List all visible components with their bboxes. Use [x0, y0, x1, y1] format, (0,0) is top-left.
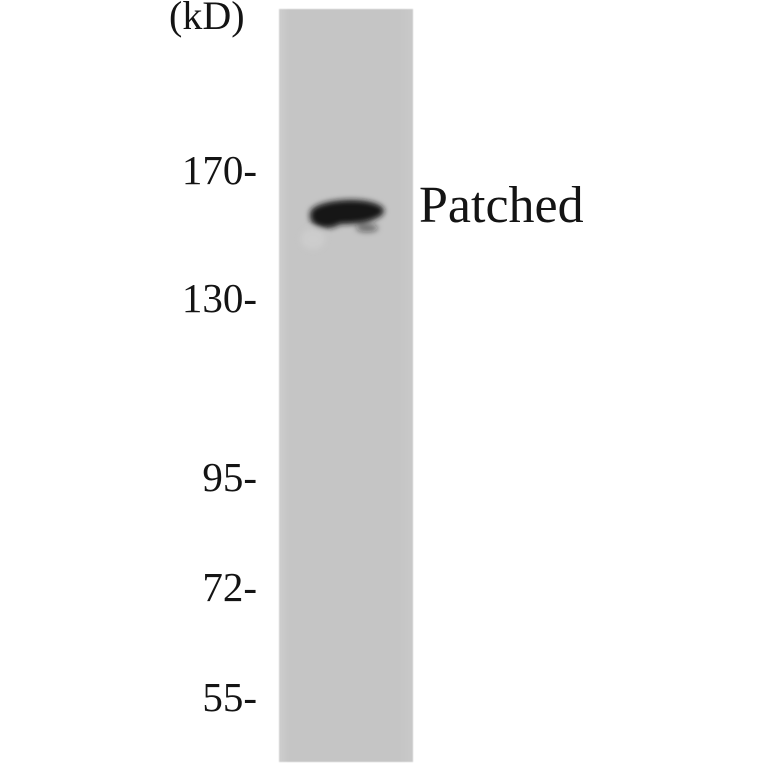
band-name-label: Patched: [419, 177, 584, 234]
marker-label-130: 130-: [181, 275, 257, 321]
marker-label-72: 72-: [202, 564, 257, 610]
protein-band: [301, 199, 384, 249]
marker-label-170: 170-: [181, 147, 257, 193]
protein-band-right-tail: [356, 224, 378, 232]
lane-smudge: [301, 229, 325, 249]
marker-label-55: 55-: [202, 674, 257, 720]
marker-label-95: 95-: [202, 454, 257, 500]
protein-band-group: [301, 199, 384, 249]
gel-lane: [279, 9, 413, 762]
kd-unit-label: (kD): [169, 0, 245, 38]
protein-band-left-bulge: [310, 206, 344, 228]
